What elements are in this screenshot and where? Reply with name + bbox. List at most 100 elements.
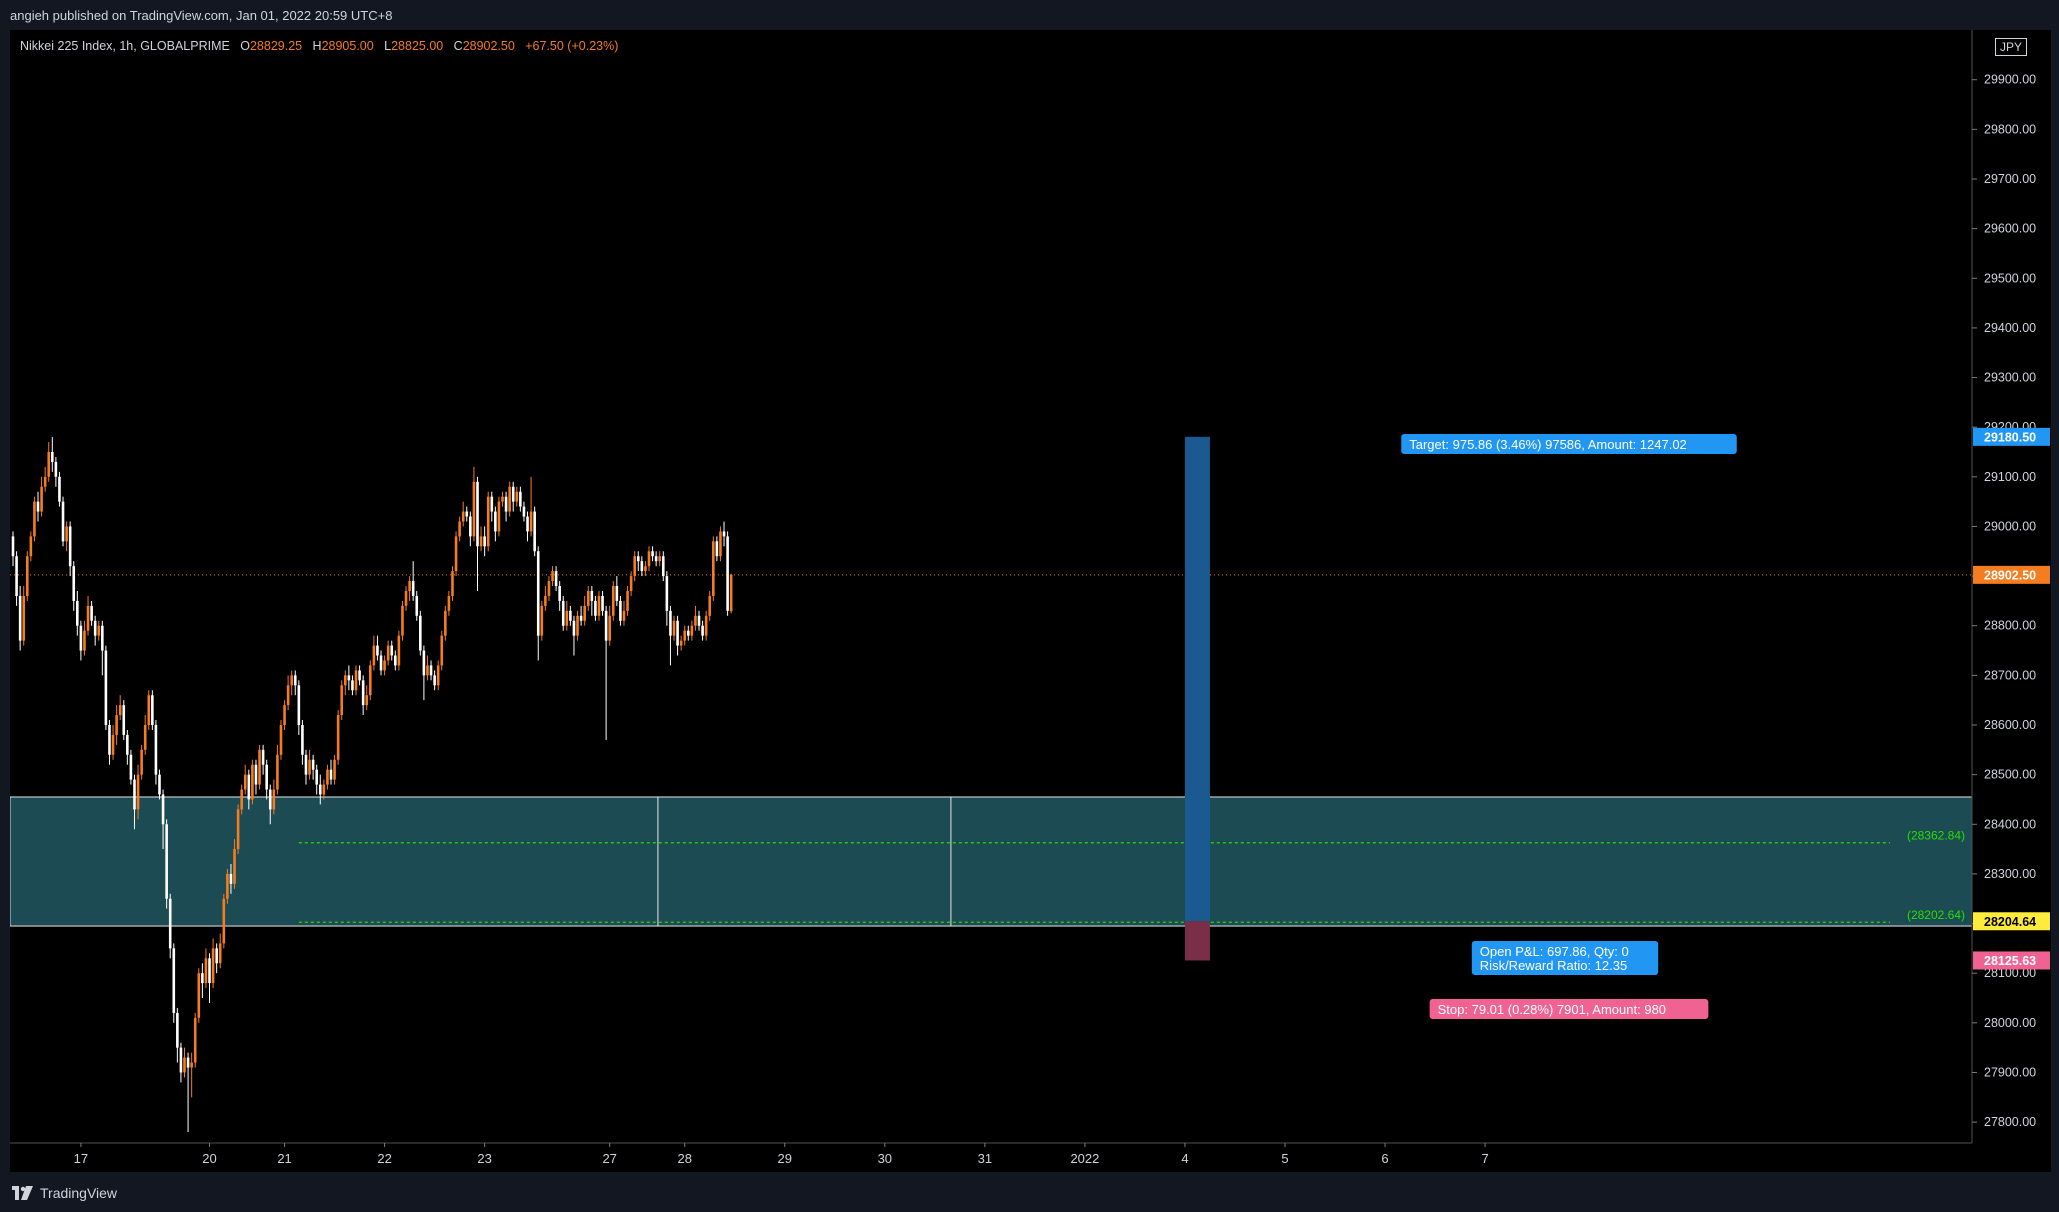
- target-label-box[interactable]: [1401, 434, 1737, 454]
- candle-body-11: [51, 451, 54, 462]
- time-tick-label-3: 22: [377, 1151, 391, 1166]
- tradingview-logo-icon: [12, 1186, 33, 1200]
- candle-body-162: [590, 590, 594, 601]
- candle-body-140: [511, 486, 515, 502]
- price-tag-stop[interactable]: [1973, 951, 2050, 970]
- price-tick-label-3: 28100.00: [1984, 966, 2036, 980]
- candle-body-189: [686, 630, 690, 636]
- candle-body-81: [301, 725, 304, 755]
- candle-body-123: [451, 571, 454, 596]
- candle-body-161: [586, 590, 590, 606]
- candle-body-36: [140, 749, 143, 775]
- price-tag-last[interactable]: [1973, 565, 2050, 584]
- candle-body-143: [522, 506, 526, 517]
- price-tick-label-8: 28600.00: [1984, 718, 2036, 732]
- candle-body-113: [415, 595, 419, 616]
- position-stop-area[interactable]: [1184, 921, 1210, 961]
- candle-body-89: [329, 769, 333, 780]
- price-tick-label-13: 29100.00: [1984, 470, 2036, 484]
- candle-body-172: [626, 590, 629, 611]
- candle-body-15: [65, 526, 68, 542]
- candle-body-63: [236, 809, 240, 850]
- candle-body-116: [426, 665, 429, 676]
- candle-body-125: [458, 521, 461, 537]
- time-tick-label-12: 5: [1281, 1151, 1288, 1166]
- candle-body-144: [526, 516, 529, 532]
- demand-zone[interactable]: [10, 796, 1973, 927]
- candle-body-128: [469, 516, 472, 537]
- candle-body-101: [372, 645, 376, 666]
- candle-body-165: [601, 595, 604, 611]
- candle-body-192: [697, 615, 701, 626]
- candle-body-52: [197, 973, 201, 1018]
- price-tag-entry[interactable]: [1973, 912, 2050, 931]
- price-tick-label-10: 28800.00: [1984, 619, 2036, 633]
- candle-body-33: [129, 754, 133, 780]
- candle-body-175: [636, 556, 640, 562]
- candle-body-195: [708, 595, 712, 616]
- candle-body-184: [669, 610, 672, 636]
- candle-body-82: [304, 754, 308, 775]
- candle-body-109: [401, 605, 404, 636]
- level-line-label-0: (28362.84): [1907, 829, 1965, 843]
- candle-body-136: [497, 501, 501, 532]
- candle-body-138: [504, 496, 508, 512]
- time-axis[interactable]: [10, 1143, 1972, 1172]
- candle-body-110: [404, 590, 408, 606]
- bottom-bar: [0, 1172, 2059, 1212]
- candle-body-173: [629, 576, 633, 591]
- candle-body-171: [622, 610, 626, 621]
- pnl-label-box[interactable]: [1471, 941, 1659, 975]
- candle-body-122: [447, 595, 451, 611]
- candle-body-168: [611, 586, 615, 616]
- candle-body-196: [712, 541, 715, 596]
- position-target-area[interactable]: [1184, 436, 1210, 922]
- candle-body-107: [394, 655, 397, 666]
- candle-body-197: [715, 541, 719, 557]
- time-tick-label-14: 7: [1481, 1151, 1488, 1166]
- candle-body-158: [576, 615, 579, 636]
- candle-body-194: [704, 615, 708, 636]
- publisher-line: angieh published on TradingView.com, Jan…: [10, 8, 393, 23]
- price-tag-label-target: 29180.50: [1984, 430, 2036, 444]
- candle-body-13: [58, 476, 61, 502]
- candle-body-27: [108, 725, 111, 755]
- chart-frame[interactable]: (28362.84) (28202.64) Target: 975.86 (3.46…: [10, 30, 2051, 1172]
- candle-body-62: [233, 849, 236, 884]
- stop-label-box[interactable]: [1429, 999, 1709, 1019]
- price-tick-label-0: 27800.00: [1984, 1115, 2036, 1129]
- candle-body-108: [397, 635, 401, 666]
- level-line-label-1: (28202.64): [1907, 908, 1965, 922]
- candle-body-30: [118, 705, 122, 716]
- price-tag-label-entry: 28204.64: [1984, 915, 2036, 929]
- candle-body-149: [544, 595, 547, 606]
- price-axis[interactable]: [1972, 30, 2051, 1172]
- candle-body-87: [322, 784, 326, 795]
- candle-body-38: [147, 695, 151, 726]
- candle-body-121: [444, 610, 447, 636]
- candle-body-115: [422, 650, 426, 676]
- candle-body-185: [672, 620, 676, 636]
- candle-body-61: [229, 873, 233, 884]
- price-chart[interactable]: (28362.84) (28202.64) Target: 975.86 (3.46…: [10, 30, 2051, 1172]
- legend-close-label: C: [453, 39, 463, 53]
- candle-body-5: [29, 536, 33, 557]
- candle-body-179: [651, 551, 654, 557]
- symbol-legend: Nikkei 225 Index, 1h, GLOBALPRIME O28829…: [20, 39, 618, 53]
- legend-low-label: L: [384, 39, 392, 53]
- candle-body-153: [558, 586, 561, 601]
- candle-body-24: [97, 625, 101, 636]
- price-tag-target[interactable]: [1973, 427, 2050, 446]
- candle-body-79: [293, 675, 297, 686]
- price-tick-label-15: 29300.00: [1984, 371, 2036, 385]
- candle-body-48: [183, 1057, 186, 1073]
- candle-body-135: [494, 511, 497, 532]
- candle-body-12: [54, 461, 58, 477]
- time-tick-label-8: 30: [878, 1151, 892, 1166]
- tradingview-brand[interactable]: TradingView: [12, 1185, 117, 1201]
- currency-badge[interactable]: JPY: [1995, 38, 2028, 56]
- candle-body-8: [40, 486, 43, 512]
- time-tick-label-0: 17: [74, 1151, 88, 1166]
- target-label-line-0: Target: 975.86 (3.46%) 97586, Amount: 12…: [1409, 437, 1687, 452]
- candle-body-92: [340, 685, 344, 716]
